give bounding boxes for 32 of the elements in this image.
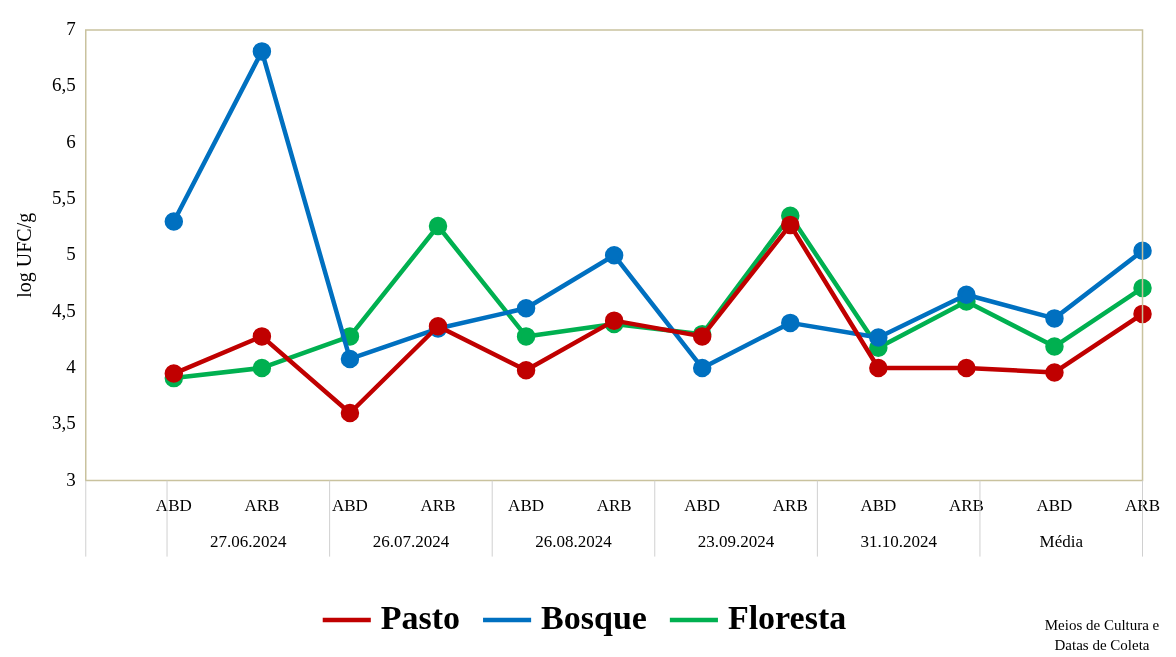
y-tick-label: 5 xyxy=(66,243,76,265)
y-tick-label: 6 xyxy=(66,130,76,152)
y-axis-title: log UFC/g xyxy=(13,212,37,298)
text: 26.08.2024 xyxy=(535,532,613,552)
text: 27.06.2024 xyxy=(210,532,288,552)
text: Meios de Cultura e Datas de Coleta xyxy=(1043,616,1161,655)
x-tick-label: ARB xyxy=(772,496,808,516)
text: 23.09.2024 xyxy=(697,532,775,552)
x-tick-label: ABD xyxy=(331,496,368,516)
text: 26.07.2024 xyxy=(372,532,450,552)
y-tick-label: 6,5 xyxy=(52,74,76,96)
x-tick-label: ABD xyxy=(508,496,545,516)
y-tick-label: 5,5 xyxy=(52,186,76,208)
x-tick-label: ARB xyxy=(420,496,456,516)
x-tick-label: ARB xyxy=(244,496,280,516)
y-tick-label: 4,5 xyxy=(52,299,76,321)
y-tick-label: 3,5 xyxy=(52,412,76,434)
x-tick-label: ABD xyxy=(860,496,897,516)
x-tick-label: ARB xyxy=(1125,496,1161,516)
legend-label: Bosque xyxy=(541,598,647,636)
x-tick-label: ABD xyxy=(684,496,721,516)
legend-label: Pasto xyxy=(380,598,461,636)
x-tick-label: ABD xyxy=(1036,496,1073,516)
x-tick-label: ARB xyxy=(596,496,632,516)
text: Média xyxy=(1039,532,1084,552)
x-tick-label: ABD xyxy=(155,496,192,516)
text: 31.10.2024 xyxy=(860,532,938,552)
y-tick-label: 3 xyxy=(66,468,76,490)
y-tick-label: 7 xyxy=(66,17,76,39)
y-tick-label: 4 xyxy=(66,355,77,377)
legend-label: Floresta xyxy=(727,598,847,636)
x-tick-label: ARB xyxy=(948,496,984,516)
